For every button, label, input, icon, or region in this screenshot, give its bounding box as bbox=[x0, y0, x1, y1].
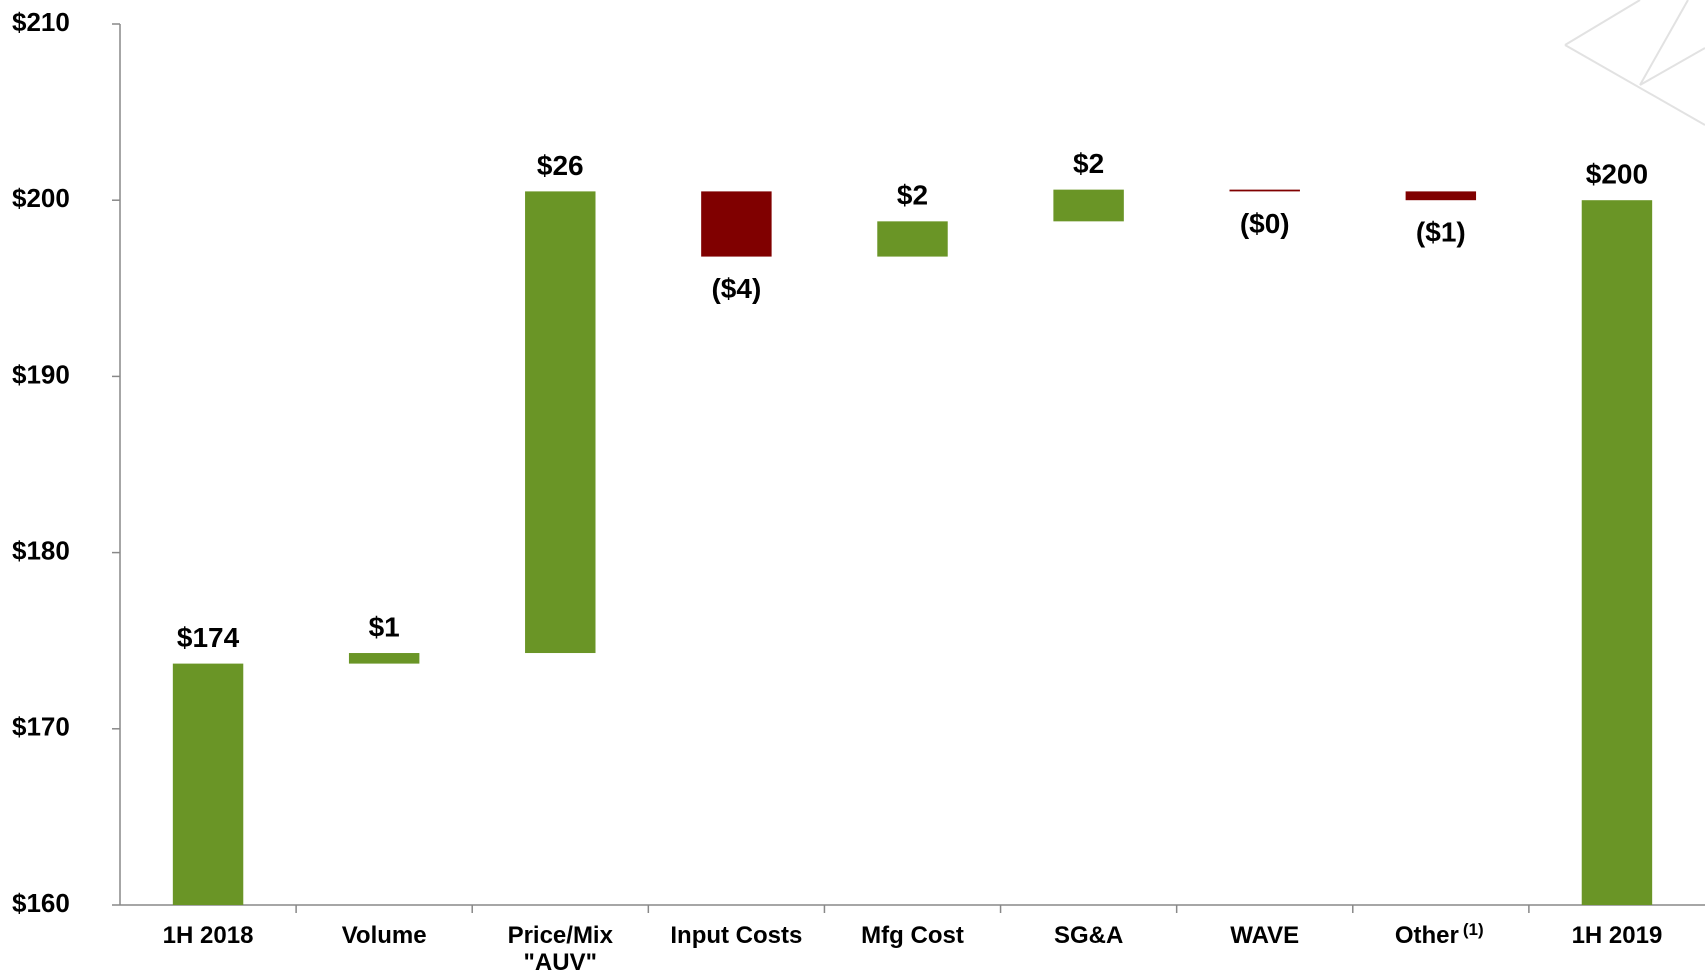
value-label: ($4) bbox=[711, 273, 761, 304]
x-tick-label: 1H 2018 bbox=[162, 922, 254, 949]
y-tick-label: $180 bbox=[12, 535, 70, 565]
x-tick-label: SG&A bbox=[1053, 922, 1124, 949]
x-tick-label: Mfg Cost bbox=[861, 922, 964, 949]
decoration bbox=[1564, 0, 1705, 126]
x-tick-label: Other (1) bbox=[1395, 920, 1484, 949]
bar bbox=[1229, 189, 1300, 192]
value-label: ($1) bbox=[1416, 217, 1466, 248]
value-label: $2 bbox=[897, 180, 928, 211]
y-tick-label: $200 bbox=[12, 183, 70, 213]
bar bbox=[1405, 191, 1477, 201]
footnote-mark: (1) bbox=[1462, 920, 1484, 939]
value-label: $174 bbox=[177, 622, 240, 653]
bar bbox=[701, 191, 772, 257]
x-tick-label: WAVE bbox=[1230, 922, 1300, 949]
y-tick-label: $160 bbox=[12, 888, 70, 918]
x-tick-label: Input Costs bbox=[670, 922, 803, 949]
bar bbox=[1581, 200, 1653, 905]
value-label: ($0) bbox=[1240, 208, 1290, 239]
value-label: $2 bbox=[1073, 148, 1104, 179]
bar bbox=[172, 663, 244, 905]
bar bbox=[877, 221, 948, 257]
y-tick-label: $190 bbox=[12, 359, 70, 389]
x-tick-label: Volume bbox=[341, 922, 427, 949]
y-tick-label: $210 bbox=[12, 7, 70, 37]
bar bbox=[348, 653, 420, 664]
value-label: $26 bbox=[537, 150, 584, 181]
value-label: $1 bbox=[369, 611, 400, 642]
y-tick-label: $170 bbox=[12, 712, 70, 742]
value-label: $200 bbox=[1586, 159, 1648, 190]
bar bbox=[1053, 189, 1124, 222]
x-tick-label: Price/Mix "AUV" bbox=[507, 922, 613, 976]
bar bbox=[525, 191, 596, 654]
x-tick-label: 1H 2019 bbox=[1571, 922, 1663, 949]
